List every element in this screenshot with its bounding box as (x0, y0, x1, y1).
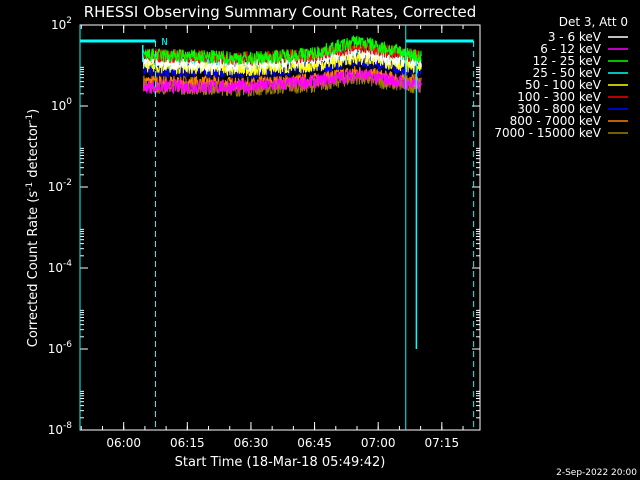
legend-item-label: 3 - 6 keV (548, 30, 602, 44)
y-axis-label-part2: detector (26, 122, 41, 182)
y-tick-label: 102 (51, 16, 72, 32)
x-tick-label: 06:15 (170, 436, 205, 450)
legend-item-label: 300 - 800 keV (517, 102, 601, 116)
y-tick-label: 10-4 (48, 259, 73, 275)
saa-label: N (162, 37, 168, 48)
y-tick-label: 10-8 (48, 421, 73, 437)
series-line (143, 35, 422, 65)
y-axis-ticks: 10-8 10-6 10-4 10-2 100 102 (48, 16, 480, 437)
night-indicators: N (79, 25, 475, 430)
y-tick-label: 10-2 (48, 178, 72, 194)
y-axis-label-sup2: -1 (25, 114, 35, 123)
series-layer (143, 35, 422, 98)
y-axis-label-part1: Corrected Count Rate (s (26, 191, 41, 348)
x-tick-label: 06:30 (234, 436, 269, 450)
y-axis-label-sup1: -1 (25, 182, 35, 191)
x-tick-label: 06:45 (297, 436, 332, 450)
legend-item-label: 800 - 7000 keV (510, 114, 602, 128)
y-tick-label: 10-6 (48, 340, 73, 356)
legend-item-label: 25 - 50 keV (533, 66, 602, 80)
x-tick-label: 07:15 (425, 436, 460, 450)
footer-date: 2-Sep-2022 20:00 (556, 468, 637, 478)
x-tick-label: 07:00 (361, 436, 396, 450)
legend-title: Det 3, Att 0 (559, 15, 628, 29)
y-tick-label: 100 (51, 97, 72, 113)
legend-item-label: 50 - 100 keV (525, 78, 602, 92)
y-axis-label-part3: ) (26, 109, 41, 114)
series-line (143, 69, 422, 95)
x-axis-label: Start Time (18-Mar-18 05:49:42) (175, 455, 386, 470)
x-axis-ticks: 06:00 06:15 06:30 06:45 07:00 07:15 (80, 25, 464, 450)
legend-item-label: 100 - 300 keV (517, 90, 601, 104)
chart-title: RHESSI Observing Summary Count Rates, Co… (84, 3, 477, 21)
legend-item-label: 7000 - 15000 keV (494, 126, 601, 140)
x-tick-label: 06:00 (106, 436, 141, 450)
legend-item-label: 12 - 25 keV (533, 54, 602, 68)
legend-item-label: 6 - 12 keV (540, 42, 602, 56)
y-axis-label: Corrected Count Rate (s-1 detector-1) (25, 109, 41, 347)
